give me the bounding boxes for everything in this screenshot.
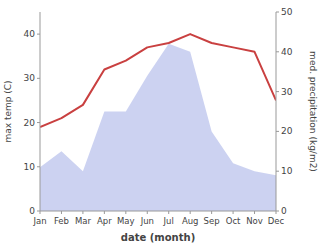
y2-tick [276, 91, 279, 92]
y-tick-label: 10 [24, 162, 36, 172]
x-tick [168, 211, 169, 214]
x-tick [125, 211, 126, 214]
x-tick [82, 211, 83, 214]
x-tick-label: Mar [75, 216, 92, 226]
y2-tick-label: 10 [281, 166, 293, 176]
y2-axis-line [276, 12, 277, 211]
x-tick-label: Sep [204, 216, 220, 226]
y2-tick [276, 171, 279, 172]
x-tick-label: Nov [246, 216, 263, 226]
x-tick [276, 211, 277, 214]
y-axis-label: max temp (C) [3, 80, 13, 142]
y-axis-line [40, 12, 41, 211]
area [40, 44, 276, 211]
x-tick-label: Dec [268, 216, 285, 226]
x-tick-label: Jul [163, 216, 174, 226]
y2-tick [276, 51, 279, 52]
y2-tick-label: 20 [281, 126, 293, 136]
y-tick-label: 40 [24, 29, 36, 39]
x-tick [40, 211, 41, 214]
x-tick [233, 211, 234, 214]
y-tick [37, 166, 40, 167]
x-tick-label: Feb [54, 216, 69, 226]
x-tick-label: Jun [140, 216, 154, 226]
y2-tick [276, 131, 279, 132]
y2-tick [276, 12, 279, 13]
y-tick [37, 34, 40, 35]
chart: 0 10 20 30 40 0 10 20 30 40 50 Jan Feb Mar Apr May Jun Ju… [0, 0, 318, 247]
y2-tick-label: 50 [281, 7, 293, 17]
y2-tick-label: 0 [281, 206, 287, 216]
y2-tick-label: 30 [281, 87, 293, 97]
y2-tick-label: 40 [281, 47, 293, 57]
x-tick [104, 211, 105, 214]
x-tick [147, 211, 148, 214]
plot-area [40, 34, 276, 211]
y-tick-label: 0 [29, 206, 35, 216]
x-tick-label: Oct [226, 216, 241, 226]
y-tick-label: 30 [24, 73, 36, 83]
line [40, 34, 276, 127]
y-tick-label: 20 [24, 118, 36, 128]
x-tick [254, 211, 255, 214]
x-tick [211, 211, 212, 214]
x-tick-label: Apr [97, 216, 112, 226]
x-tick [61, 211, 62, 214]
x-tick-label: Aug [182, 216, 199, 226]
x-tick [190, 211, 191, 214]
y-tick [37, 122, 40, 123]
x-tick-label: May [117, 216, 135, 226]
x-tick-label: Jan [32, 216, 46, 226]
x-axis-label: date (month) [121, 232, 195, 243]
x-axis-line [40, 211, 276, 212]
y-tick [37, 78, 40, 79]
y2-axis-label: med. precipitation (kg/m2) [308, 51, 318, 172]
